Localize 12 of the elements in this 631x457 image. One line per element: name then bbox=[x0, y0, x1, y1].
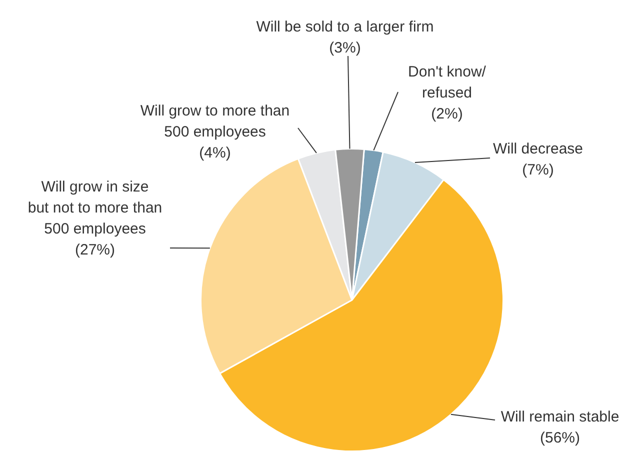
data-label: (7%) bbox=[522, 162, 554, 179]
data-label: (56%) bbox=[540, 430, 580, 447]
data-label: (2%) bbox=[431, 106, 463, 123]
slice-label: Will be sold to a larger firm bbox=[256, 18, 434, 36]
data-label: (4%) bbox=[199, 144, 231, 162]
slice-label: Will remain stable bbox=[500, 408, 620, 426]
slice-label: Don't know/ refused bbox=[408, 64, 487, 102]
slice-label: Will decrease bbox=[492, 140, 584, 158]
data-label: (27%) bbox=[74, 242, 116, 259]
slice-label: Will grow to more than 500 employees bbox=[140, 102, 290, 141]
slice-label: Will grow in size but not to more than 500 employees bbox=[28, 178, 162, 238]
data-label: (3%) bbox=[329, 40, 361, 57]
